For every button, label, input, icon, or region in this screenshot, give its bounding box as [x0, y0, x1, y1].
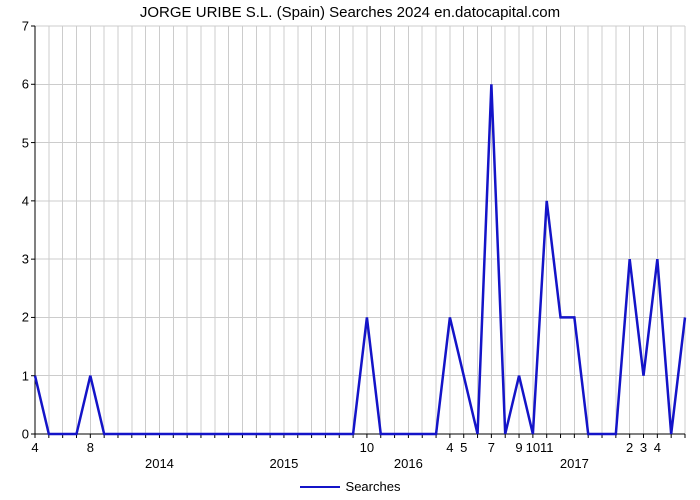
x-tick-label: 10: [526, 440, 540, 455]
chart-legend: Searches: [0, 478, 700, 494]
x-tick-label: 7: [488, 440, 495, 455]
chart-title: JORGE URIBE S.L. (Spain) Searches 2024 e…: [0, 4, 700, 21]
x-year-label: 2017: [560, 456, 589, 471]
x-tick-label: 8: [87, 440, 94, 455]
legend-swatch: [300, 486, 340, 488]
y-tick-label: 6: [11, 77, 29, 92]
x-tick-label: 11: [540, 440, 554, 455]
y-tick-label: 1: [11, 368, 29, 383]
y-tick-label: 3: [11, 252, 29, 267]
y-tick-label: 7: [11, 19, 29, 34]
y-tick-label: 2: [11, 310, 29, 325]
chart-plot-area: [35, 26, 685, 434]
x-tick-label: 9: [515, 440, 522, 455]
legend-label: Searches: [346, 479, 401, 494]
x-year-label: 2015: [269, 456, 298, 471]
y-tick-label: 5: [11, 135, 29, 150]
x-tick-label: 5: [460, 440, 467, 455]
chart-svg: [35, 26, 685, 434]
x-tick-label: 3: [640, 440, 647, 455]
y-tick-label: 4: [11, 193, 29, 208]
x-tick-label: 4: [654, 440, 661, 455]
x-tick-label: 4: [31, 440, 38, 455]
x-year-label: 2014: [145, 456, 174, 471]
x-tick-label: 4: [446, 440, 453, 455]
y-tick-label: 0: [11, 427, 29, 442]
x-year-label: 2016: [394, 456, 423, 471]
x-tick-label: 10: [360, 440, 374, 455]
x-tick-label: 2: [626, 440, 633, 455]
